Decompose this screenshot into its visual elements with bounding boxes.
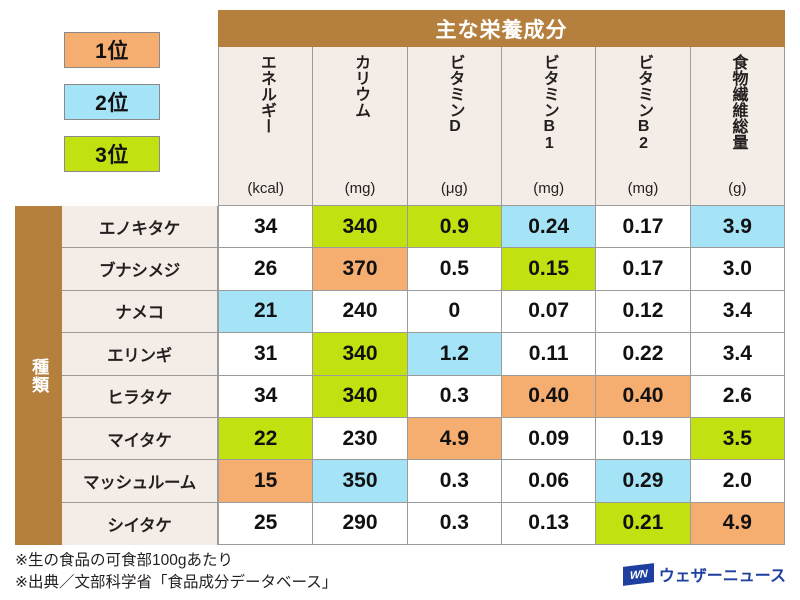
data-cell: 0.21 bbox=[596, 502, 691, 545]
data-cell: 3.9 bbox=[690, 206, 785, 249]
footnote-2: ※出典／文部科学省「食品成分データベース」 bbox=[15, 574, 338, 592]
data-cell: 0 bbox=[407, 290, 502, 334]
column-header-unit: (mg) bbox=[533, 180, 565, 197]
data-cell: 290 bbox=[313, 502, 408, 545]
column-header-name: ビタミンD bbox=[446, 54, 464, 135]
row-label: ヒラタケ bbox=[62, 376, 217, 418]
data-cell: 0.40 bbox=[596, 375, 691, 418]
table-row: 15 350 0.3 0.06 0.29 2.0 bbox=[219, 460, 785, 503]
data-cell: 21 bbox=[219, 290, 314, 334]
data-cell: 0.17 bbox=[596, 206, 691, 249]
data-cell: 3.4 bbox=[690, 290, 785, 334]
legend-rank-3: 3位 bbox=[64, 136, 160, 172]
nutrition-table: 主な栄養成分 エネルギー (kcal) カリウム (mg) ビタミンD (μg) ビタミンB… bbox=[15, 10, 785, 545]
row-axis-label-strip: 種類 bbox=[15, 206, 62, 545]
row-label: ブナシメジ bbox=[62, 248, 217, 291]
data-cell: 3.0 bbox=[690, 248, 785, 291]
legend-rank-1: 1位 bbox=[64, 32, 160, 68]
legend-rank-2: 2位 bbox=[64, 84, 160, 120]
column-header-unit: (g) bbox=[728, 180, 747, 197]
data-cell: 22 bbox=[219, 417, 314, 461]
table-row: 26 370 0.5 0.15 0.17 3.0 bbox=[219, 248, 785, 291]
data-cell: 0.06 bbox=[501, 460, 597, 503]
column-header-unit: (μg) bbox=[440, 180, 468, 197]
data-cell: 3.4 bbox=[690, 333, 785, 376]
data-cell: 340 bbox=[313, 206, 408, 249]
row-label-column: エノキタケ ブナシメジ ナメコ エリンギ ヒラタケ マイタケ マッシュルームシイタケ bbox=[62, 206, 218, 545]
row-axis-label-text: 種類 bbox=[29, 357, 49, 394]
column-header-name: 食物繊維総量 bbox=[729, 54, 747, 150]
column-header-4: ビタミンB1 (mg) bbox=[502, 47, 597, 205]
data-cell: 0.19 bbox=[596, 417, 691, 461]
data-cell: 0.5 bbox=[407, 248, 502, 291]
data-grid: 34 340 0.9 0.24 0.17 3.9 26 370 0.5 0.15 0.17 3.0 21… bbox=[218, 206, 785, 545]
data-cell: 4.9 bbox=[407, 417, 502, 461]
column-header-2: カリウム (mg) bbox=[313, 47, 408, 205]
row-label: マッシュルーム bbox=[62, 460, 217, 503]
data-cell: 15 bbox=[219, 460, 314, 503]
data-cell: 0.09 bbox=[501, 417, 597, 461]
data-cell: 0.3 bbox=[407, 375, 502, 418]
row-label: ナメコ bbox=[62, 291, 217, 334]
data-cell: 340 bbox=[313, 375, 408, 418]
wn-mark-icon: WN bbox=[622, 562, 654, 586]
column-header-name: ビタミンB1 bbox=[540, 54, 558, 152]
row-label: エリンギ bbox=[62, 333, 217, 376]
column-header-3: ビタミンD (μg) bbox=[408, 47, 502, 205]
data-cell: 26 bbox=[219, 248, 314, 291]
data-cell: 0.11 bbox=[501, 333, 597, 376]
data-cell: 34 bbox=[219, 375, 314, 418]
data-cell: 4.9 bbox=[690, 502, 785, 545]
column-header-unit: (kcal) bbox=[247, 180, 284, 197]
table-row: 31 340 1.2 0.11 0.22 3.4 bbox=[219, 333, 785, 376]
data-cell: 0.9 bbox=[407, 206, 502, 249]
data-cell: 34 bbox=[219, 206, 314, 249]
data-cell: 3.5 bbox=[690, 417, 785, 461]
table-banner-title: 主な栄養成分 bbox=[218, 10, 785, 47]
data-cell: 0.3 bbox=[407, 460, 502, 503]
data-cell: 0.22 bbox=[596, 333, 691, 376]
data-cell: 0.15 bbox=[501, 248, 597, 291]
column-header-row: エネルギー (kcal) カリウム (mg) ビタミンD (μg) ビタミンB1 (mg) ビタ… bbox=[218, 47, 785, 206]
data-cell: 0.29 bbox=[596, 460, 691, 503]
row-label: エノキタケ bbox=[62, 206, 217, 249]
table-row: 34 340 0.3 0.40 0.40 2.6 bbox=[219, 375, 785, 418]
rank-legend: 1位 2位 3位 bbox=[64, 32, 160, 172]
footnote-1: ※生の食品の可食部100gあたり bbox=[15, 552, 233, 569]
data-cell: 0.24 bbox=[501, 206, 597, 249]
data-cell: 0.17 bbox=[596, 248, 691, 291]
data-cell: 370 bbox=[313, 248, 408, 291]
column-header-5: ビタミンB2 (mg) bbox=[596, 47, 691, 205]
column-header-unit: (mg) bbox=[627, 180, 659, 197]
data-cell: 340 bbox=[313, 333, 408, 376]
table-row: 21 240 0 0.07 0.12 3.4 bbox=[219, 290, 785, 334]
data-cell: 0.12 bbox=[596, 290, 691, 334]
column-header-6: 食物繊維総量 (g) bbox=[691, 47, 785, 205]
column-header-name: ビタミンB2 bbox=[635, 54, 653, 152]
column-header-1: エネルギー (kcal) bbox=[219, 47, 314, 205]
data-cell: 2.6 bbox=[690, 375, 785, 418]
table-row: 25 290 0.3 0.13 0.21 4.9 bbox=[219, 502, 785, 545]
column-header-name: カリウム bbox=[352, 54, 370, 118]
column-header-unit: (mg) bbox=[344, 180, 376, 197]
data-cell: 1.2 bbox=[407, 333, 502, 376]
logo-wordmark: ウェザーニュース bbox=[658, 568, 786, 585]
data-cell: 0.3 bbox=[407, 502, 502, 545]
row-label: マイタケ bbox=[62, 418, 217, 461]
data-cell: 2.0 bbox=[690, 460, 785, 503]
table-row: 22 230 4.9 0.09 0.19 3.5 bbox=[219, 417, 785, 461]
data-cell: 31 bbox=[219, 333, 314, 376]
weathernews-logo: WN ウェザーニュース bbox=[622, 562, 786, 586]
row-label: シイタケ bbox=[107, 516, 172, 535]
data-cell: 230 bbox=[313, 417, 408, 461]
data-cell: 240 bbox=[313, 290, 408, 334]
data-cell: 0.40 bbox=[501, 375, 597, 418]
data-cell: 0.13 bbox=[501, 502, 597, 545]
data-cell: 350 bbox=[313, 460, 408, 503]
column-header-name: エネルギー bbox=[257, 54, 275, 134]
data-cell: 0.07 bbox=[501, 290, 597, 334]
footnotes: ※生の食品の可食部100gあたり ※出典／文部科学省「食品成分データベース」 bbox=[15, 550, 337, 595]
data-cell: 25 bbox=[219, 502, 314, 545]
table-row: 34 340 0.9 0.24 0.17 3.9 bbox=[219, 206, 785, 249]
